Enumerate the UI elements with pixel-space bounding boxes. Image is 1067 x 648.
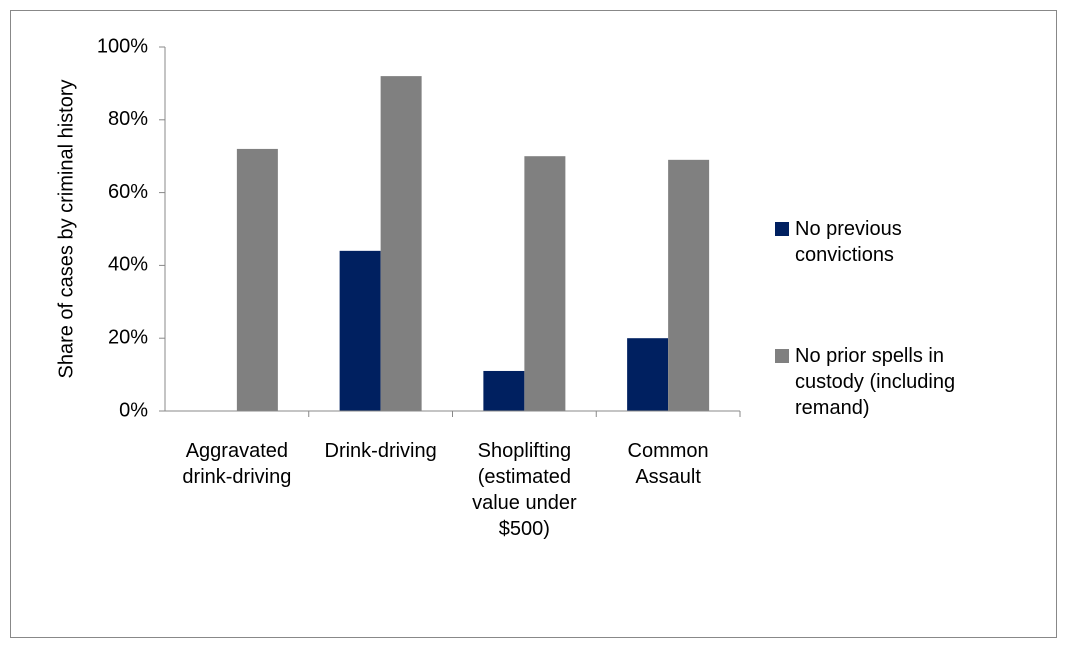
bar: [627, 338, 669, 411]
y-tick-label: 40%: [108, 254, 148, 276]
y-axis-title: Share of cases by criminal history: [55, 79, 77, 378]
legend-swatch: [775, 222, 789, 236]
bar: [339, 250, 381, 411]
legend-swatch: [775, 349, 789, 363]
x-tick-label: Common Assault: [627, 440, 709, 488]
x-tick-label: Aggravated drink-driving: [182, 440, 292, 488]
y-tick-label: 100%: [97, 35, 148, 57]
legend-label: No previous convictions: [775, 216, 995, 268]
bar: [380, 76, 422, 412]
y-tick-label: 20%: [108, 326, 148, 348]
x-tick-label: Drink-driving: [324, 440, 437, 462]
bar: [668, 159, 710, 411]
y-tick-label: 80%: [108, 108, 148, 130]
bar: [483, 370, 525, 411]
y-tick-label: 60%: [108, 181, 148, 203]
y-tick-label: 0%: [119, 399, 148, 421]
bar: [236, 148, 278, 412]
bar: [524, 156, 566, 411]
legend-label: No prior spells in custody (including re…: [775, 343, 995, 421]
x-tick-label: Shoplifting (estimated value under $500): [472, 440, 577, 540]
